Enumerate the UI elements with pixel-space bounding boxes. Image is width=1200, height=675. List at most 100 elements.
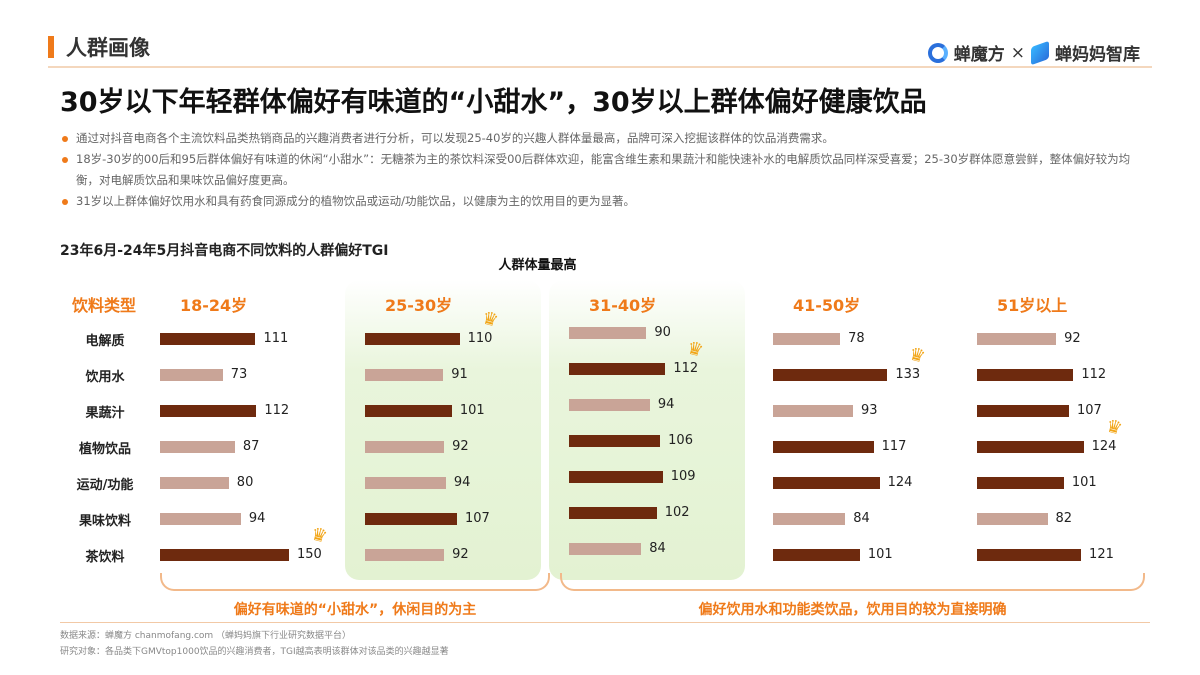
brand2: 蝉妈妈智库 [1055, 45, 1140, 65]
bar [569, 399, 650, 411]
chart-title: 23年6月-24年5月抖音电商不同饮料的人群偏好TGI [60, 243, 389, 259]
series-header: 51岁以上 [997, 296, 1068, 315]
data-label: 82 [1055, 511, 1073, 526]
times-sign: × [1010, 42, 1025, 63]
data-label: 73 [230, 367, 248, 382]
chanmofang-logo-icon [927, 42, 948, 63]
series-header: 31-40岁 [589, 296, 657, 315]
data-label: 110 [467, 331, 493, 346]
bar [773, 333, 841, 345]
bar [160, 405, 257, 417]
bracket-right [560, 573, 1145, 591]
data-label: 84 [853, 511, 870, 526]
bar [160, 513, 241, 525]
row-label: 植物饮品 [78, 442, 131, 457]
data-label: 92 [452, 547, 469, 562]
bar [365, 477, 446, 489]
data-label: 107 [1077, 403, 1102, 418]
row-label: 饮用水 [85, 370, 125, 385]
bar [773, 513, 846, 525]
data-label: 112 [264, 403, 290, 418]
brand-logos: 蝉魔方 × 蝉妈妈智库 [927, 40, 1140, 65]
data-label: 92 [1064, 331, 1081, 346]
bar [365, 405, 452, 417]
bar [977, 513, 1048, 525]
crown-icon: ♛ [308, 523, 330, 548]
data-label: 150 [297, 547, 322, 562]
data-label: 101 [459, 403, 485, 418]
bar [773, 369, 888, 381]
bar [365, 513, 458, 525]
bar [773, 549, 860, 561]
row-label: 果味饮料 [78, 514, 131, 529]
header-divider [48, 66, 1152, 68]
bar [365, 333, 460, 345]
row-label: 运动/功能 [76, 478, 134, 493]
data-label: 80 [236, 475, 254, 490]
data-label: 92 [452, 439, 469, 454]
data-label: 78 [848, 331, 865, 346]
data-label: 133 [895, 367, 921, 382]
data-label: 101 [867, 547, 893, 562]
data-label: 106 [668, 433, 693, 448]
data-label: 112 [1081, 367, 1107, 382]
data-label: 121 [1089, 547, 1114, 562]
bar [365, 441, 445, 453]
data-label: 94 [657, 397, 675, 412]
data-label: 124 [1091, 439, 1117, 454]
bar [569, 507, 657, 519]
section-title: 人群画像 [66, 36, 150, 60]
series-header: 41-50岁 [793, 296, 861, 315]
data-label: 90 [654, 325, 671, 340]
data-label: 124 [887, 475, 913, 490]
footer-divider [60, 622, 1150, 623]
series-header: 18-24岁 [180, 296, 248, 315]
brand1: 蝉魔方 [953, 45, 1005, 65]
bar [569, 435, 661, 447]
bar [773, 405, 853, 417]
data-label: 101 [1071, 475, 1097, 490]
row-label: 茶饮料 [85, 550, 125, 565]
conclusion-young: 偏好有味道的“小甜水”，休闲目的为主 [233, 602, 477, 618]
bar [569, 327, 647, 339]
data-label: 87 [242, 439, 260, 454]
bar [365, 369, 444, 381]
bullet-list: 通过对抖音电商各个主流饮料品类热销商品的兴趣消费者进行分析，可以发现25-40岁… [62, 128, 1142, 212]
bar [160, 477, 229, 489]
crown-icon: ♛ [1103, 415, 1125, 440]
category-header: 饮料类型 [72, 296, 137, 315]
headline: 30岁以下年轻群体偏好有味道的“小甜水”，30岁以上群体偏好健康饮品 [60, 87, 927, 118]
bar [160, 369, 223, 381]
crown-icon: ♛ [906, 343, 928, 368]
bar [160, 549, 289, 561]
bar [977, 549, 1082, 561]
data-label: 111 [263, 331, 289, 346]
data-label: 93 [860, 403, 878, 418]
bar [160, 333, 256, 345]
bar [977, 477, 1064, 489]
conclusion-older: 偏好饮用水和功能类饮品，饮用目的较为直接明确 [698, 602, 1007, 618]
highlight-label: 人群体量最高 [498, 258, 577, 273]
bar [977, 333, 1057, 345]
row-label: 果蔬汁 [85, 406, 125, 421]
bar [160, 441, 235, 453]
data-label: 112 [673, 361, 699, 376]
series-header: 25-30岁 [385, 296, 453, 315]
data-label: 94 [248, 511, 266, 526]
data-label: 102 [664, 505, 690, 520]
bar [569, 543, 642, 555]
data-label: 84 [649, 541, 666, 556]
research-subject: 研究对象：各品类下GMVtop1000饮品的兴趣消费者，TGI越高表明该群体对该… [60, 647, 449, 657]
highlight-panel-25-30 [345, 280, 541, 580]
data-label: 91 [451, 367, 468, 382]
row-label: 电解质 [85, 334, 125, 349]
bullet-item: 通过对抖音电商各个主流饮料品类热销商品的兴趣消费者进行分析，可以发现25-40岁… [62, 128, 1142, 149]
bar [977, 405, 1070, 417]
chanmama-logo-icon [1031, 40, 1049, 65]
data-source: 数据来源：蝉魔方 chanmofang.com （蝉妈妈旗下行业研究数据平台） [60, 631, 352, 641]
data-label: 94 [453, 475, 471, 490]
bar [773, 477, 880, 489]
bar [569, 471, 663, 483]
bar [977, 441, 1084, 453]
section-accent-bar [48, 36, 54, 58]
